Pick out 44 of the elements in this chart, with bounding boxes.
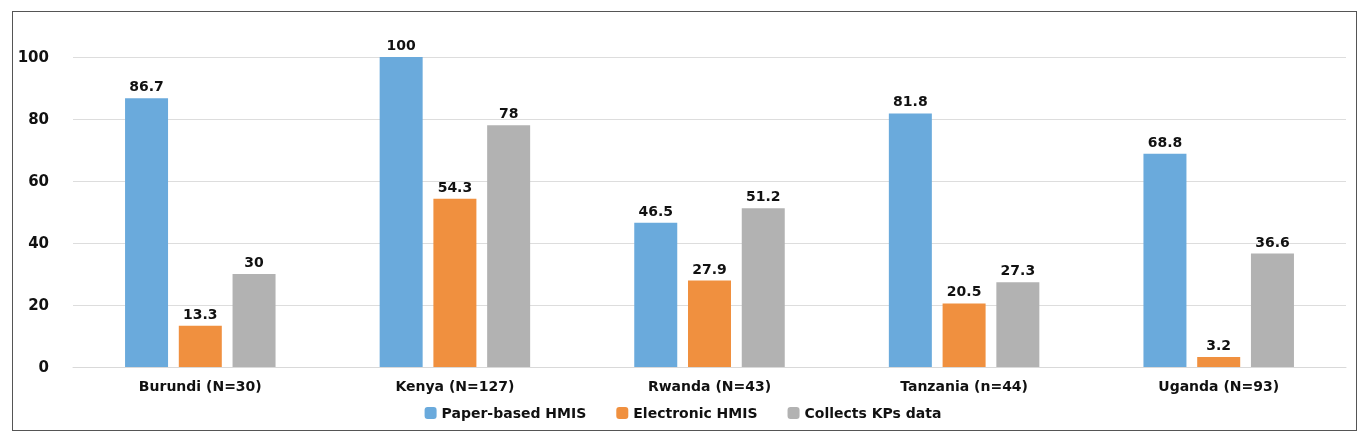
y-tick-label: 60 <box>28 172 49 190</box>
bar <box>888 113 932 367</box>
data-label: 86.7 <box>129 78 164 95</box>
bar <box>942 303 986 367</box>
bar <box>1250 253 1294 367</box>
bar <box>433 198 477 367</box>
y-tick-label: 0 <box>38 358 49 376</box>
bar <box>232 274 276 367</box>
data-label: 27.9 <box>692 260 727 277</box>
data-label: 46.5 <box>638 202 674 219</box>
bar <box>996 282 1040 367</box>
bar <box>634 222 678 367</box>
data-label: 54.3 <box>437 178 473 195</box>
bar <box>379 57 423 367</box>
data-label: 51.2 <box>745 188 781 205</box>
data-label: 81.8 <box>893 93 928 110</box>
x-tick-label: Kenya (N=127) <box>395 378 515 394</box>
bar <box>1143 153 1187 367</box>
bar <box>125 98 169 367</box>
bar <box>688 280 731 367</box>
bar <box>741 208 785 367</box>
x-tick-label: Rwanda (N=43) <box>647 378 772 394</box>
data-label: 78 <box>498 105 519 122</box>
data-label: 100 <box>386 37 417 53</box>
data-label: 3.2 <box>1206 337 1232 354</box>
data-label: 20.5 <box>946 283 982 300</box>
x-tick-label: Burundi (N=30) <box>138 378 262 394</box>
y-tick-label: 80 <box>28 110 49 128</box>
x-tick-label: Tanzania (n=44) <box>900 378 1029 394</box>
y-tick-label: 100 <box>17 48 49 66</box>
data-label: 30 <box>244 254 265 270</box>
legend-label: Electronic HMIS <box>633 405 758 421</box>
bar <box>1197 357 1241 367</box>
data-label: 36.6 <box>1255 233 1290 250</box>
x-tick-label: Uganda (N=93) <box>1158 378 1280 394</box>
data-label: 13.3 <box>183 305 218 322</box>
y-tick-label: 40 <box>28 234 49 252</box>
bar <box>487 125 531 367</box>
legend-label: Collects KPs data <box>804 405 942 421</box>
data-label: 68.8 <box>1147 133 1183 150</box>
legend-label: Paper-based HMIS <box>441 405 587 421</box>
y-tick-label: 20 <box>28 296 49 314</box>
data-label: 27.3 <box>1000 262 1036 279</box>
bar <box>178 325 222 367</box>
